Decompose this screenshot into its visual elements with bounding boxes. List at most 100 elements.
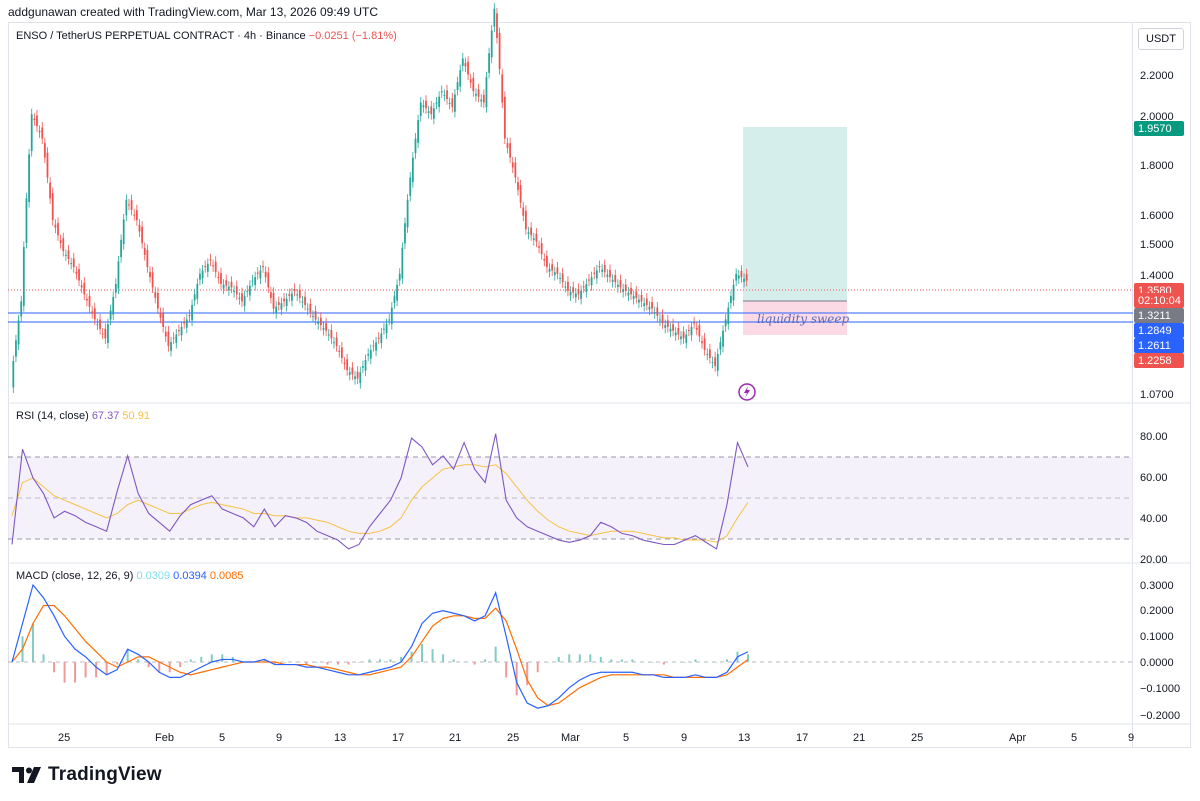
rsi-tick: 60.00 bbox=[1140, 472, 1168, 484]
candle-body bbox=[564, 286, 567, 288]
attribution-text: addgunawan created with TradingView.com,… bbox=[8, 5, 378, 19]
rsi-tick: 40.00 bbox=[1140, 513, 1168, 525]
candle-body bbox=[446, 90, 448, 100]
candle-body bbox=[661, 314, 664, 324]
candle-body bbox=[372, 345, 375, 347]
chart-frame[interactable] bbox=[8, 22, 1133, 748]
price-axis-ticks: 2.2000 2.0000 1.8000 1.6000 1.5000 1.400… bbox=[1140, 70, 1174, 401]
macd-histogram-bar bbox=[200, 656, 203, 662]
candle-body bbox=[540, 243, 543, 255]
price-axis-panel[interactable] bbox=[1133, 22, 1191, 748]
candle-body bbox=[393, 296, 396, 304]
candle-body bbox=[572, 287, 575, 293]
candle-body bbox=[480, 99, 483, 102]
candle-body bbox=[461, 58, 464, 66]
candle-body bbox=[180, 326, 183, 336]
candle-body bbox=[677, 327, 680, 335]
candle-body bbox=[530, 227, 533, 236]
candle-body bbox=[616, 284, 619, 287]
candle-body bbox=[93, 308, 96, 320]
date-label: 5 bbox=[1071, 732, 1077, 744]
lightning-icon[interactable] bbox=[738, 383, 756, 401]
candle-body bbox=[296, 294, 299, 296]
macd-histogram-bar bbox=[747, 654, 749, 662]
macd-legend[interactable]: MACD (close, 12, 26, 9) 0.0309 0.0394 0.… bbox=[16, 570, 244, 582]
candle-body bbox=[724, 319, 727, 327]
candle-body bbox=[333, 342, 335, 344]
candle-body bbox=[238, 297, 241, 300]
rsi-series bbox=[11, 433, 749, 550]
macd-histogram-bar bbox=[63, 662, 66, 683]
candle-body bbox=[291, 293, 293, 301]
candle-body bbox=[406, 199, 409, 228]
candle-body bbox=[419, 102, 422, 117]
macd-histogram-bar bbox=[11, 662, 13, 663]
macd-histogram-bar bbox=[725, 659, 728, 662]
rsi-axis-ticks: 80.00 60.00 40.00 20.00 bbox=[1140, 431, 1168, 566]
symbol-change: −0.0251 (−1.81%) bbox=[308, 30, 397, 42]
candle-body bbox=[114, 283, 117, 293]
candle-body bbox=[456, 82, 459, 90]
macd-histogram-bar bbox=[315, 662, 318, 663]
candle-body bbox=[104, 328, 107, 339]
macd-line bbox=[11, 583, 749, 709]
time-axis[interactable]: 25 Feb 5 9 13 17 21 25 Mar 5 9 13 17 21 … bbox=[58, 732, 1134, 744]
symbol-legend[interactable]: ENSO / TetherUS PERPETUAL CONTRACT · 4h … bbox=[16, 30, 397, 42]
candle-body bbox=[309, 303, 312, 313]
candle-body bbox=[149, 271, 151, 278]
target-zone[interactable] bbox=[743, 127, 847, 301]
macd-histogram-bar bbox=[715, 662, 718, 663]
candle-body bbox=[330, 329, 333, 339]
macd-tick: 0.2000 bbox=[1140, 605, 1174, 617]
macd-signal-line bbox=[11, 604, 749, 707]
candle-body bbox=[133, 214, 136, 216]
candle-body bbox=[135, 210, 138, 221]
candle-body bbox=[312, 315, 314, 317]
candle-body bbox=[96, 324, 99, 326]
candle-body bbox=[22, 246, 25, 307]
candle-body bbox=[514, 162, 517, 178]
candle-body bbox=[527, 232, 530, 234]
macd-histogram-bar bbox=[473, 662, 476, 665]
date-label: 9 bbox=[276, 732, 282, 744]
annotation-text[interactable]: liquidity sweep bbox=[757, 312, 849, 326]
candle-body bbox=[267, 272, 270, 288]
macd-histogram-bar bbox=[84, 662, 87, 678]
candle-body bbox=[206, 263, 209, 272]
candle-body bbox=[454, 94, 456, 112]
rsi-legend[interactable]: RSI (14, close) 67.37 50.91 bbox=[16, 410, 150, 422]
candle-body bbox=[46, 152, 49, 178]
candle-body bbox=[467, 61, 469, 75]
candle-body bbox=[690, 326, 693, 336]
macd-histogram-bar bbox=[116, 662, 119, 665]
candle-body bbox=[280, 303, 283, 310]
candle-body bbox=[172, 337, 175, 339]
price-tick: 1.4000 bbox=[1140, 270, 1174, 282]
candle-body bbox=[277, 302, 280, 305]
candle-body bbox=[88, 295, 91, 307]
currency-button[interactable]: USDT bbox=[1138, 28, 1184, 50]
candle-body bbox=[128, 204, 130, 206]
legend-sep: · bbox=[237, 30, 241, 42]
macd-histogram-bar bbox=[599, 656, 602, 662]
macd-histogram-bar bbox=[189, 659, 192, 662]
candle-body bbox=[25, 198, 28, 243]
macd-histogram-bar bbox=[210, 654, 213, 662]
macd-histogram-bar bbox=[557, 656, 560, 662]
rsi-tick: 80.00 bbox=[1140, 431, 1168, 443]
candle-body bbox=[204, 265, 207, 268]
macd-histogram-bar bbox=[379, 659, 381, 662]
macd-histogram-bar bbox=[515, 662, 518, 696]
candle-body bbox=[375, 342, 377, 351]
stop-zone[interactable] bbox=[743, 301, 847, 335]
candle-body bbox=[264, 271, 267, 278]
candle-body bbox=[164, 331, 167, 337]
candle-body bbox=[740, 270, 743, 278]
candle-body bbox=[351, 367, 354, 375]
candle-body bbox=[472, 77, 475, 92]
macd-histogram-bar bbox=[662, 662, 665, 665]
brand-name: TradingView bbox=[48, 764, 162, 785]
price-tick: 2.0000 bbox=[1140, 111, 1174, 123]
candle-body bbox=[588, 279, 590, 281]
